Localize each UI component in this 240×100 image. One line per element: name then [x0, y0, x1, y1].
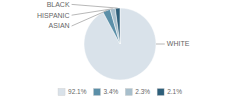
legend-label: 2.3% [135, 88, 150, 95]
leader-line [156, 44, 165, 45]
legend-item: 2.1% [157, 88, 182, 95]
pie [84, 8, 156, 80]
legend-label: 92.1% [68, 88, 87, 95]
pie-slice [115, 8, 120, 44]
legend-swatch [93, 89, 100, 96]
slice-label: WHITE [167, 40, 190, 47]
legend-swatch [58, 89, 65, 96]
leader-line [72, 9, 113, 15]
legend-item: 92.1% [58, 88, 87, 95]
legend-item: 3.4% [93, 88, 118, 95]
legend: 92.1% 3.4% 2.3% 2.1% [58, 88, 182, 95]
legend-item: 2.3% [125, 88, 150, 95]
legend-swatch [157, 89, 164, 96]
slice-label: BLACK [47, 1, 70, 8]
slice-label: HISPANIC [37, 12, 70, 19]
legend-swatch [125, 89, 132, 96]
slice-labels: WHITE ASIAN HISPANIC BLACK [37, 1, 190, 48]
legend-label: 2.1% [167, 88, 182, 95]
pie-slice [84, 8, 156, 80]
slice-label: ASIAN [49, 22, 70, 29]
chart: WHITE ASIAN HISPANIC BLACK 92.1% 3.4% 2.3% 2.1% [0, 0, 240, 100]
pie-slice [110, 8, 120, 44]
leader-line [72, 11, 107, 26]
leader-line [72, 4, 118, 8]
legend-label: 3.4% [103, 88, 118, 95]
